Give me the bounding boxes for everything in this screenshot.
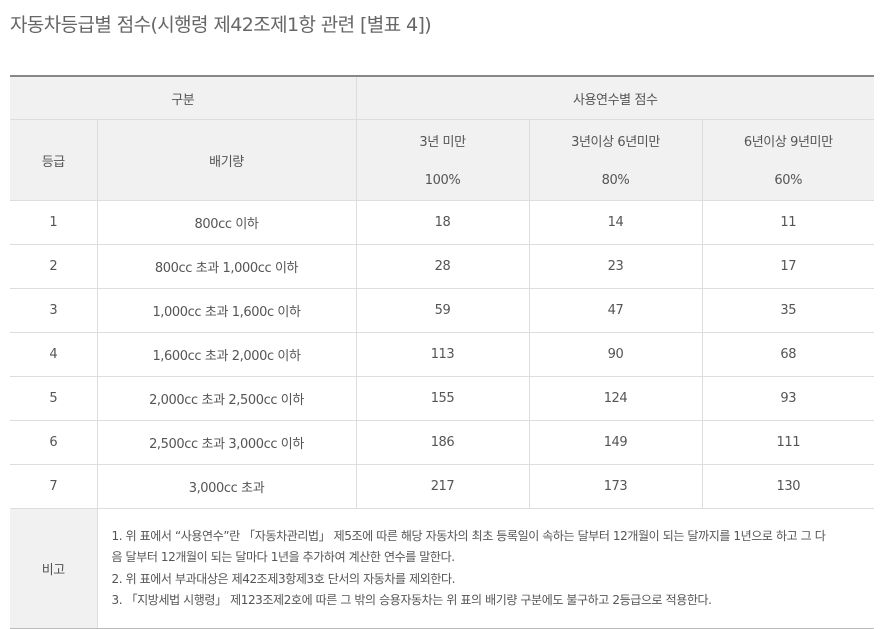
remarks-content: 1. 위 표에서 “사용연수”란 「자동차관리법」 제5조에 따른 해당 자동차…	[96, 508, 875, 629]
score-cell: 23	[528, 244, 702, 289]
page-title: 자동차등급별 점수(시행령 제42조제1항 관련 [별표 4])	[10, 14, 432, 36]
score-cell: 14	[528, 200, 702, 245]
score-cell: 173	[528, 464, 702, 509]
displacement-cell: 2,000cc 초과 2,500cc 이하	[96, 376, 356, 421]
score-cell: 111	[701, 420, 875, 465]
percent-header: 80%	[528, 160, 702, 201]
score-cell: 90	[528, 332, 702, 377]
remarks-row: 비고 1. 위 표에서 “사용연수”란 「자동차관리법」 제5조에 따른 해당 …	[10, 508, 875, 629]
score-cell: 11	[701, 200, 875, 245]
table-row: 4 1,600cc 초과 2,000c 이하 113 90 68	[10, 332, 875, 377]
table-row: 6 2,500cc 초과 3,000cc 이하 186 149 111	[10, 420, 875, 465]
grade-cell: 5	[10, 376, 97, 421]
grade-cell: 3	[10, 288, 97, 333]
score-cell: 149	[528, 420, 702, 465]
percent-header: 100%	[355, 160, 529, 201]
score-cell: 28	[355, 244, 529, 289]
displacement-cell: 1,600cc 초과 2,000c 이하	[96, 332, 356, 377]
header-row-1: 구분 사용연수별 점수	[10, 75, 875, 120]
grade-cell: 7	[10, 464, 97, 509]
score-by-years-header: 사용연수별 점수	[355, 75, 875, 120]
score-cell: 155	[355, 376, 529, 421]
grade-cell: 1	[10, 200, 97, 245]
remark-line: 2. 위 표에서 부과대상은 제42조제3항제3호 단서의 자동차를 제외한다.	[111, 571, 456, 586]
grade-header: 등급	[10, 119, 97, 201]
score-cell: 18	[355, 200, 529, 245]
percent-header: 60%	[701, 160, 875, 201]
score-cell: 35	[701, 288, 875, 333]
vehicle-grade-score-table: 구분 사용연수별 점수 등급 배기량 3년 미만 3년이상 6년미만 6년이상 …	[10, 75, 875, 629]
score-cell: 124	[528, 376, 702, 421]
score-cell: 93	[701, 376, 875, 421]
displacement-cell: 3,000cc 초과	[96, 464, 356, 509]
displacement-header: 배기량	[96, 119, 356, 201]
grade-cell: 2	[10, 244, 97, 289]
displacement-cell: 1,000cc 초과 1,600c 이하	[96, 288, 356, 333]
period-header: 6년이상 9년미만	[701, 119, 875, 160]
displacement-cell: 800cc 초과 1,000cc 이하	[96, 244, 356, 289]
header-row-2: 등급 배기량 3년 미만 3년이상 6년미만 6년이상 9년미만	[10, 119, 875, 201]
table-row: 1 800cc 이하 18 14 11	[10, 200, 875, 245]
score-cell: 17	[701, 244, 875, 289]
grade-cell: 4	[10, 332, 97, 377]
grade-cell: 6	[10, 420, 97, 465]
period-header: 3년 미만	[355, 119, 529, 160]
table-row: 2 800cc 초과 1,000cc 이하 28 23 17	[10, 244, 875, 289]
remark-line: 3. 「지방세법 시행령」 제123조제2호에 따른 그 밖의 승용자동차는 위…	[111, 593, 712, 607]
header-row-3: 100% 80% 60%	[10, 160, 875, 201]
score-cell: 130	[701, 464, 875, 509]
remark-line: 1. 위 표에서 “사용연수”란 「자동차관리법」 제5조에 따른 해당 자동차…	[111, 528, 826, 543]
category-header: 구분	[10, 75, 356, 120]
score-cell: 47	[528, 288, 702, 333]
score-cell: 186	[355, 420, 529, 465]
score-cell: 68	[701, 332, 875, 377]
displacement-cell: 2,500cc 초과 3,000cc 이하	[96, 420, 356, 465]
displacement-cell: 800cc 이하	[96, 200, 356, 245]
remarks-label: 비고	[10, 508, 97, 629]
period-header: 3년이상 6년미만	[528, 119, 702, 160]
score-cell: 59	[355, 288, 529, 333]
score-cell: 217	[355, 464, 529, 509]
remark-line: 음 달부터 12개월이 되는 달마다 1년을 추가하여 계산한 연수를 말한다.	[111, 550, 456, 564]
table-row: 7 3,000cc 초과 217 173 130	[10, 464, 875, 509]
table-row: 3 1,000cc 초과 1,600c 이하 59 47 35	[10, 288, 875, 333]
score-cell: 113	[355, 332, 529, 377]
table-row: 5 2,000cc 초과 2,500cc 이하 155 124 93	[10, 376, 875, 421]
